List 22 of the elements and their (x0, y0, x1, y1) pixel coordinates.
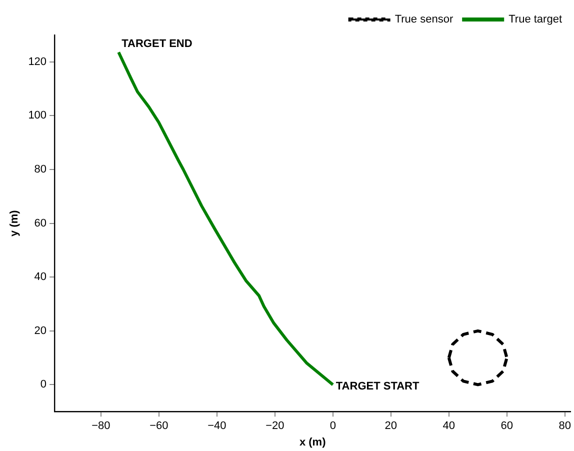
x-tick-label: 40 (442, 420, 456, 432)
y-tick-label: 20 (34, 324, 47, 337)
y-axis-title: y (m) (8, 210, 21, 236)
y-tick-label: 120 (28, 56, 47, 68)
annotation: TARGET START (336, 380, 420, 393)
x-tick-label: 20 (384, 420, 398, 432)
x-tick-label: 0 (330, 420, 336, 432)
y-tick-label: 0 (40, 378, 47, 391)
x-tick-label: 80 (558, 420, 571, 432)
y-tick-label: 40 (34, 271, 47, 284)
x-tick-label: −40 (208, 420, 226, 432)
x-tick-label: −80 (92, 420, 110, 432)
x-tick-label: −60 (150, 420, 168, 432)
y-tick-label: 100 (28, 110, 47, 122)
x-axis-title: x (m) (299, 436, 326, 448)
x-tick-label: 60 (500, 420, 513, 432)
legend-label: True target (508, 14, 562, 26)
annotation: TARGET END (122, 38, 192, 50)
y-tick-label: 60 (34, 217, 47, 230)
y-tick-label: 80 (34, 164, 47, 176)
x-tick-label: −20 (266, 420, 284, 432)
legend-label: True sensor (394, 14, 454, 26)
